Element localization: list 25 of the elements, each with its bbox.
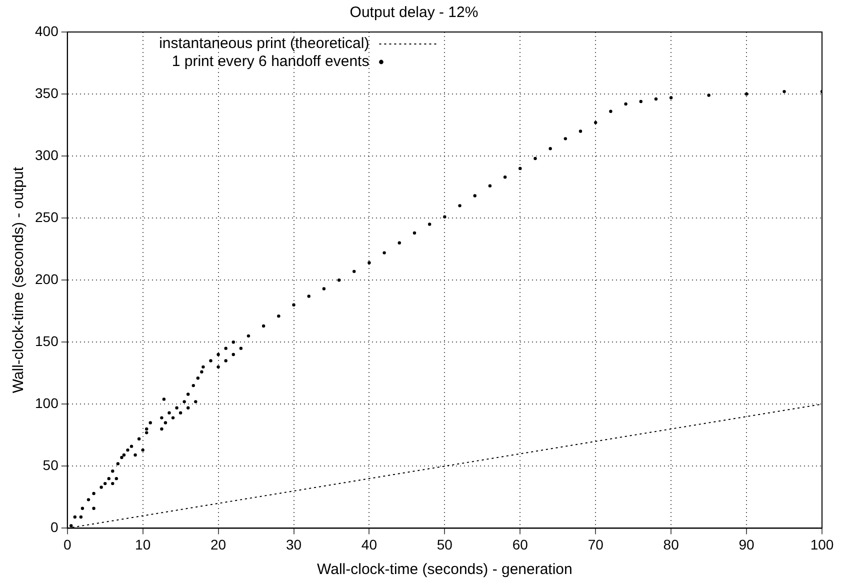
chart-title: Output delay - 12% bbox=[350, 4, 478, 22]
y-tick-label: 200 bbox=[35, 270, 59, 287]
x-tick-label: 100 bbox=[810, 536, 834, 552]
y-tick-label: 0 bbox=[50, 519, 59, 536]
y-tick-label: 150 bbox=[35, 332, 59, 349]
y-tick-label: 400 bbox=[35, 22, 59, 39]
x-tick-label: 50 bbox=[436, 536, 453, 552]
y-tick-label: 300 bbox=[35, 146, 59, 163]
x-tick-label: 40 bbox=[361, 536, 378, 552]
y-tick-label: 100 bbox=[35, 395, 59, 412]
x-tick-label: 80 bbox=[663, 536, 680, 552]
x-tick-label: 70 bbox=[588, 536, 604, 552]
x-tick-label: 30 bbox=[286, 536, 302, 552]
x-tick-label: 0 bbox=[63, 536, 72, 552]
y-tick-label: 50 bbox=[42, 457, 59, 474]
x-axis-title: Wall-clock-time (seconds) - generation bbox=[317, 561, 572, 578]
x-tick-label: 90 bbox=[738, 536, 755, 552]
x-tick-label: 20 bbox=[210, 536, 226, 552]
y-tick-label: 350 bbox=[35, 84, 59, 101]
legend-label: instantaneous print (theoretical) bbox=[159, 35, 370, 52]
x-tick-label: 60 bbox=[512, 536, 528, 552]
x-tick-label: 10 bbox=[135, 536, 151, 552]
y-axis-title: Wall-clock-time (seconds) - output bbox=[10, 166, 28, 394]
legend-label: 1 print every 6 handoff events bbox=[172, 53, 370, 70]
y-tick-label: 250 bbox=[35, 208, 59, 225]
